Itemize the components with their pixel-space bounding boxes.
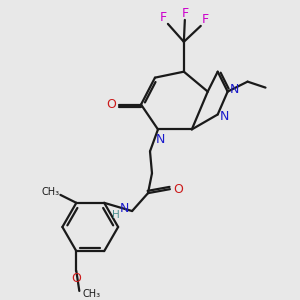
Text: H: H xyxy=(112,210,120,220)
Text: F: F xyxy=(202,14,209,26)
Text: N: N xyxy=(155,133,165,146)
Text: F: F xyxy=(181,8,188,20)
Text: F: F xyxy=(159,11,167,24)
Text: N: N xyxy=(230,83,239,96)
Text: O: O xyxy=(71,272,81,286)
Text: CH₃: CH₃ xyxy=(82,289,100,299)
Text: CH₃: CH₃ xyxy=(41,187,59,197)
Text: N: N xyxy=(119,202,129,214)
Text: O: O xyxy=(173,183,183,196)
Text: N: N xyxy=(220,110,230,123)
Text: O: O xyxy=(106,98,116,111)
